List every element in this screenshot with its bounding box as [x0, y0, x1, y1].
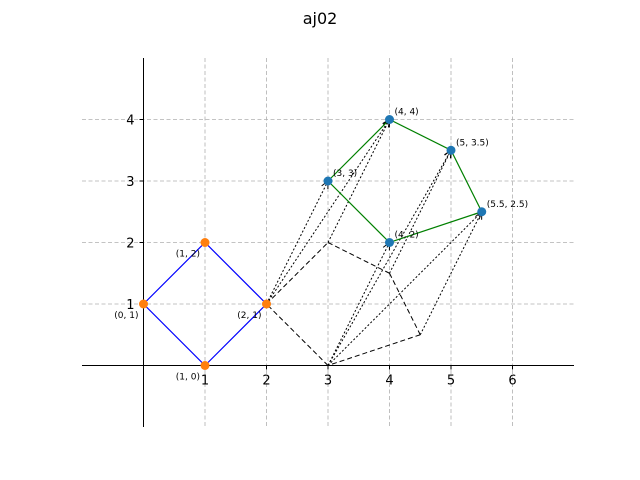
point-label: (2, 1): [237, 311, 261, 321]
dashed-path: [266, 242, 421, 366]
dashed-segment: [266, 303, 329, 366]
x-tick-label: 5: [447, 374, 455, 389]
tick-labels: 1 2 3 4 5 6 1 2 3 4: [126, 114, 516, 389]
point-label: (5.5, 2.5): [487, 200, 528, 210]
arrow-shaft: [327, 211, 483, 366]
dashed-segment: [266, 242, 329, 305]
series-outline: [327, 118, 483, 244]
point-label: (5, 3.5): [456, 138, 489, 148]
dashed-segment: [327, 334, 421, 366]
y-tick-label: 2: [126, 237, 134, 252]
arrow-shaft: [327, 119, 390, 243]
point-label: (3, 3): [333, 169, 357, 179]
y-tick-label: 4: [126, 114, 134, 129]
x-tick-label: 6: [508, 374, 516, 389]
data-point: [200, 361, 210, 370]
x-tick-label: 4: [385, 374, 393, 389]
dashed-segment: [389, 273, 421, 335]
data-point: [262, 299, 271, 309]
arrow-shaft: [389, 150, 452, 274]
x-tick-label: 3: [324, 374, 332, 389]
dotted-arrows: [266, 118, 483, 366]
y-tick-label: 3: [126, 175, 134, 190]
arrow-shaft: [419, 211, 483, 335]
arrow-shaft: [266, 119, 390, 305]
x-tick-label: 1: [201, 374, 209, 389]
arrow-shaft: [327, 150, 452, 366]
series-0: (1, 0) (2, 1) (1, 2) (0, 1): [114, 238, 271, 383]
point-label: (1, 0): [176, 373, 200, 383]
point-label: (4, 2): [395, 231, 419, 241]
series-group: (1, 0) (2, 1) (1, 2) (0, 1) (3, 3) (4, 4) (5, …: [114, 108, 528, 383]
data-point: [385, 238, 394, 247]
data-point: [477, 207, 487, 217]
dotted-arrow: [389, 149, 452, 274]
dashed-segment: [327, 242, 390, 274]
data-point: [139, 299, 148, 309]
data-point: [200, 238, 210, 247]
arrow-shaft: [327, 242, 390, 366]
data-point: [446, 145, 456, 155]
y-tick-label: 1: [126, 298, 134, 313]
series-1: (3, 3) (4, 4) (5, 3.5) (5.5, 2.5) (4, 2): [323, 108, 528, 247]
x-tick-label: 2: [262, 374, 270, 389]
point-label: (4, 4): [395, 108, 419, 118]
chart-title: aj02: [303, 9, 338, 28]
arrow-shaft: [266, 180, 329, 305]
point-label: (1, 2): [176, 250, 200, 260]
point-label: (0, 1): [114, 311, 138, 321]
data-point: [385, 115, 394, 124]
data-point: [323, 176, 333, 186]
